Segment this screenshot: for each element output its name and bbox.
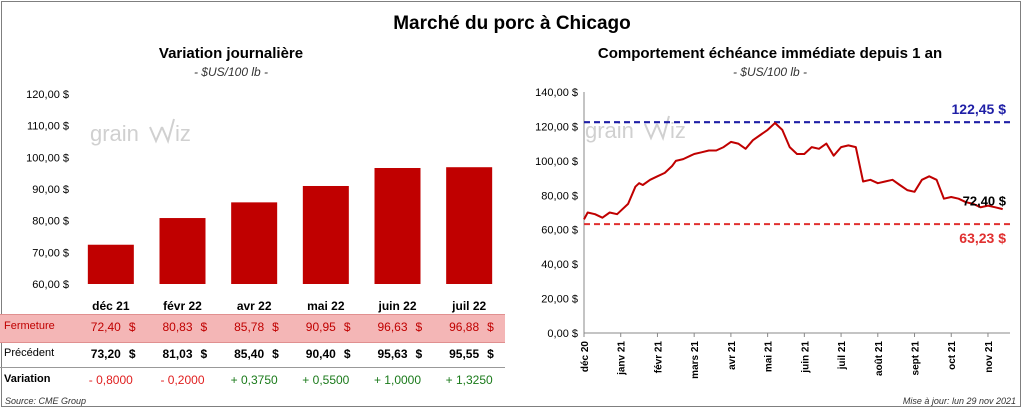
bar-x-tick-label: avr 22	[237, 299, 272, 313]
table-cell: - 0,2000	[160, 373, 205, 387]
table-cell-unit: $	[128, 347, 136, 361]
table-cell-unit: $	[200, 347, 208, 361]
table-cell-unit: $	[272, 320, 279, 334]
line-y-tick-label: 120,00 $	[535, 121, 578, 133]
right-chart-title: Comportement échéance immédiate depuis 1…	[597, 45, 943, 62]
left-chart-unit: - $US/100 lb -	[193, 65, 269, 79]
line-x-tick-label: août 21	[874, 341, 885, 376]
table-cell: 90,95	[305, 320, 336, 334]
bar-x-tick-label: mai 22	[307, 299, 345, 313]
table-cell: 96,88	[449, 320, 480, 334]
table-cell: + 0,5500	[302, 373, 350, 387]
line-y-tick-label: 140,00 $	[535, 87, 578, 99]
watermark-logo-mark	[644, 115, 670, 142]
bar-y-tick-label: 60,00 $	[32, 279, 69, 291]
table-cell: 95,63	[377, 347, 408, 361]
bar-y-tick-label: 120,00 $	[26, 89, 69, 101]
line-x-tick-label: mai 21	[764, 341, 775, 373]
line-x-tick-label: déc 20	[580, 341, 591, 373]
table-cell-unit: $	[272, 347, 279, 361]
table-cell: 95,55	[449, 347, 480, 361]
row-label-precedent: Précédent	[4, 347, 55, 359]
table-cell-unit: $	[200, 320, 208, 334]
source-note: Source: CME Group	[5, 396, 87, 406]
bar-y-tick-label: 100,00 $	[26, 152, 69, 164]
line-x-tick-label: nov 21	[984, 341, 995, 373]
line-x-tick-label: sept 21	[911, 341, 922, 376]
table-cell: + 0,3750	[230, 373, 278, 387]
table-cell: 85,40	[234, 347, 265, 361]
line-x-tick-label: janv 21	[617, 341, 628, 376]
line-chart: grain iz0,00 $20,00 $40,00 $60,00 $80,00 …	[535, 87, 1010, 379]
last-price-label: 72,40 $	[963, 193, 1007, 208]
low-reference-label: 63,23 $	[959, 230, 1006, 246]
bar-y-tick-label: 80,00 $	[32, 216, 69, 228]
left-chart-title: Variation journalière	[158, 45, 304, 62]
bar-3	[302, 185, 349, 284]
table-cell: 81,03	[162, 347, 193, 361]
table-cell: + 1,3250	[445, 373, 493, 387]
line-y-tick-label: 0,00 $	[547, 328, 578, 340]
table-cell: 85,78	[234, 320, 265, 334]
line-y-tick-label: 20,00 $	[541, 294, 578, 306]
table-cell: 96,63	[377, 320, 408, 334]
table-cell-unit: $	[343, 320, 351, 334]
table-cell-unit: $	[415, 347, 423, 361]
line-x-tick-label: oct 21	[947, 341, 958, 370]
watermark-text-right: iz	[175, 121, 191, 146]
table-cell: - 0,8000	[88, 373, 133, 387]
line-y-tick-label: 60,00 $	[541, 225, 578, 237]
bar-4	[374, 168, 421, 284]
table-cell: 80,83	[162, 320, 193, 334]
table-cell-unit: $	[128, 320, 136, 334]
table-cell: 73,20	[90, 347, 121, 361]
table-cell: 90,40	[305, 347, 336, 361]
main-title: Marché du porc à Chicago	[393, 13, 631, 34]
table-divider	[0, 367, 505, 368]
table-cell: 72,40	[90, 320, 121, 334]
line-x-tick-label: mars 21	[690, 341, 701, 379]
line-x-tick-label: juil 21	[837, 341, 848, 371]
fermeture-row-band	[0, 314, 505, 343]
watermark-text-left: grain	[90, 121, 139, 146]
bar-0	[87, 244, 134, 284]
line-x-tick-label: févr 21	[653, 341, 664, 374]
bar-x-tick-label: févr 22	[163, 299, 202, 313]
line-x-tick-label: avr 21	[727, 341, 738, 370]
bar-x-tick-label: déc 21	[92, 299, 130, 313]
high-reference-label: 122,45 $	[952, 101, 1007, 117]
watermark-text-right: iz	[670, 118, 686, 143]
price-series-line	[583, 122, 1003, 220]
table-cell-unit: $	[343, 347, 351, 361]
table-cell-unit: $	[487, 320, 494, 334]
bar-y-tick-label: 70,00 $	[32, 247, 69, 259]
table-cell-unit: $	[487, 347, 494, 361]
line-y-tick-label: 80,00 $	[541, 190, 578, 202]
table-cell: + 1,0000	[373, 373, 422, 387]
bar-x-tick-label: juin 22	[377, 299, 416, 313]
right-chart-unit: - $US/100 lb -	[732, 65, 808, 79]
bar-y-tick-label: 90,00 $	[32, 184, 69, 196]
bar-y-tick-label: 110,00 $	[27, 121, 69, 133]
table-cell-unit: $	[415, 320, 423, 334]
row-label-fermeture: Fermeture	[4, 320, 55, 332]
bar-x-tick-label: juil 22	[451, 299, 486, 313]
bar-chart: grain iz 60,00 $ 70,00 $ 80,00 $ 90,00 $ 100,0…	[26, 89, 493, 313]
line-y-tick-label: 100,00 $	[535, 156, 578, 168]
bar-1	[159, 218, 206, 284]
line-x-tick-label: juin 21	[800, 341, 811, 374]
bar-5	[446, 167, 493, 284]
line-y-tick-label: 40,00 $	[541, 259, 578, 271]
row-label-variation: Variation	[4, 373, 51, 385]
watermark-logo-mark	[149, 118, 175, 145]
bar-2	[231, 202, 278, 284]
update-note: Mise à jour: lun 29 nov 2021	[902, 396, 1016, 406]
